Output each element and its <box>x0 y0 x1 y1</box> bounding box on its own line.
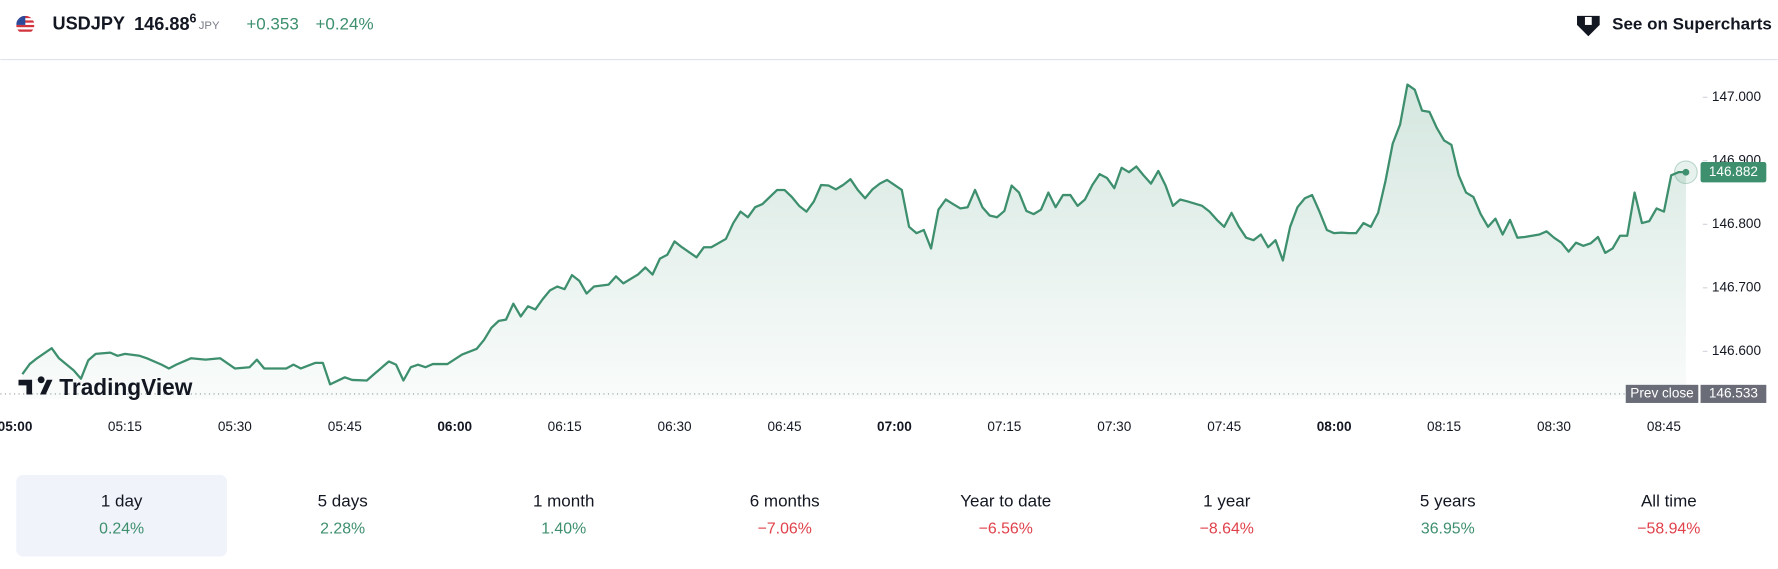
supercharts-icon <box>1577 15 1600 37</box>
x-tick-label: 05:30 <box>218 419 252 434</box>
last-price-box <box>1700 162 1767 183</box>
prev-close-label: Prev close <box>1630 385 1693 400</box>
period-bg[interactable] <box>900 474 1112 557</box>
change: +0.353 <box>246 14 298 33</box>
price: 146.886JPY <box>134 12 220 34</box>
period-tab[interactable]: 5 years 36.95% <box>1342 474 1554 557</box>
period-bg[interactable] <box>1563 474 1775 557</box>
x-tick-label: 08:15 <box>1427 419 1461 434</box>
period-change[interactable]: 0.24% <box>99 521 144 538</box>
currency: JPY <box>199 20 220 32</box>
y-tick-label: 147.000 <box>1712 89 1762 104</box>
symbol: USDJPY <box>53 14 126 34</box>
period-change[interactable]: 36.95% <box>1421 521 1475 538</box>
change-percent: +0.24% <box>315 14 373 33</box>
period-label[interactable]: All time <box>1641 492 1697 511</box>
period-tab[interactable]: 6 months −7.06% <box>679 474 891 557</box>
period-bg[interactable] <box>1342 474 1554 557</box>
x-tick-label: 06:15 <box>548 419 582 434</box>
prev-close-box <box>1700 384 1767 403</box>
period-bg[interactable] <box>1121 474 1333 557</box>
period-label[interactable]: 1 day <box>101 492 143 511</box>
x-tick-label: 07:15 <box>987 419 1021 434</box>
last-point <box>1682 168 1690 176</box>
period-label[interactable]: 1 month <box>533 492 594 511</box>
x-tick-label: 08:30 <box>1537 419 1571 434</box>
period-change[interactable]: −58.94% <box>1637 521 1700 538</box>
link-text[interactable]: See on Supercharts <box>1612 14 1772 33</box>
y-tick-label: 146.800 <box>1712 216 1762 231</box>
price-main: 146.88 <box>134 14 189 34</box>
period-bg[interactable] <box>16 474 228 557</box>
period-label[interactable]: 1 year <box>1203 492 1251 511</box>
period-change[interactable]: −8.64% <box>1200 521 1254 538</box>
period-tab[interactable]: Year to date −6.56% <box>900 474 1112 557</box>
logo-text: TradingView <box>59 374 192 400</box>
x-tick-label: 05:00 <box>0 419 32 434</box>
last-price-label: 146.882 <box>1709 164 1758 179</box>
x-tick-label: 08:00 <box>1317 419 1352 434</box>
period-change[interactable]: −6.56% <box>979 521 1033 538</box>
x-tick-label: 06:45 <box>767 419 801 434</box>
supercharts-icon-inner <box>1584 17 1592 25</box>
logo: TradingView <box>18 374 193 400</box>
period-tab[interactable]: 1 month 1.40% <box>458 474 670 557</box>
prev-close-value: 146.533 <box>1709 385 1758 400</box>
area-fill <box>22 84 1686 399</box>
price-line <box>21 83 1686 386</box>
x-tick-label: 07:30 <box>1097 419 1131 434</box>
x-tick-label: 06:00 <box>437 419 472 434</box>
period-change[interactable]: −7.06% <box>758 521 812 538</box>
period-bg[interactable] <box>237 474 449 557</box>
x-tick-label: 06:30 <box>658 419 692 434</box>
y-tick-label: 146.600 <box>1712 343 1762 358</box>
flag-icon <box>16 15 35 35</box>
period-label[interactable]: Year to date <box>960 492 1051 511</box>
period-label[interactable]: 6 months <box>750 492 820 511</box>
period-change[interactable]: 1.40% <box>541 521 586 538</box>
period-strip: 1 day 0.24% 5 days 2.28% 1 month 1.40% 6 month… <box>16 474 1775 557</box>
supercharts-link[interactable]: See on Supercharts <box>1577 14 1772 37</box>
x-tick-label: 08:45 <box>1647 419 1681 434</box>
period-tab[interactable]: 5 days 2.28% <box>237 474 449 557</box>
x-tick-label: 05:15 <box>108 419 142 434</box>
period-tab[interactable]: 1 day 0.24% <box>16 474 228 557</box>
y-tick-label: 146.700 <box>1712 279 1762 294</box>
period-change[interactable]: 2.28% <box>320 521 365 538</box>
x-tick-label: 07:00 <box>877 419 912 434</box>
period-tab[interactable]: All time −58.94% <box>1563 474 1775 557</box>
plot: 146.600146.700146.800146.900147.00005:00… <box>0 83 1767 434</box>
x-tick-label: 05:45 <box>328 419 362 434</box>
prev-close-tag <box>1625 384 1699 403</box>
period-label[interactable]: 5 years <box>1420 492 1476 511</box>
period-bg[interactable] <box>679 474 891 557</box>
period-label[interactable]: 5 days <box>318 492 368 511</box>
period-bg[interactable] <box>458 474 670 557</box>
price-fraction: 6 <box>190 12 197 26</box>
x-tick-label: 07:45 <box>1207 419 1241 434</box>
period-tab[interactable]: 1 year −8.64% <box>1121 474 1333 557</box>
